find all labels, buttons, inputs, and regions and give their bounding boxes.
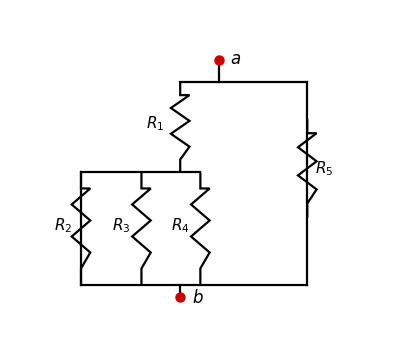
Text: $R_4$: $R_4$ <box>171 217 190 235</box>
Text: $R_3$: $R_3$ <box>112 217 130 235</box>
Text: $R_1$: $R_1$ <box>146 114 164 132</box>
Text: $R_2$: $R_2$ <box>54 217 72 235</box>
Text: b: b <box>192 289 202 307</box>
Text: a: a <box>231 50 241 68</box>
Text: $R_5$: $R_5$ <box>315 159 334 178</box>
